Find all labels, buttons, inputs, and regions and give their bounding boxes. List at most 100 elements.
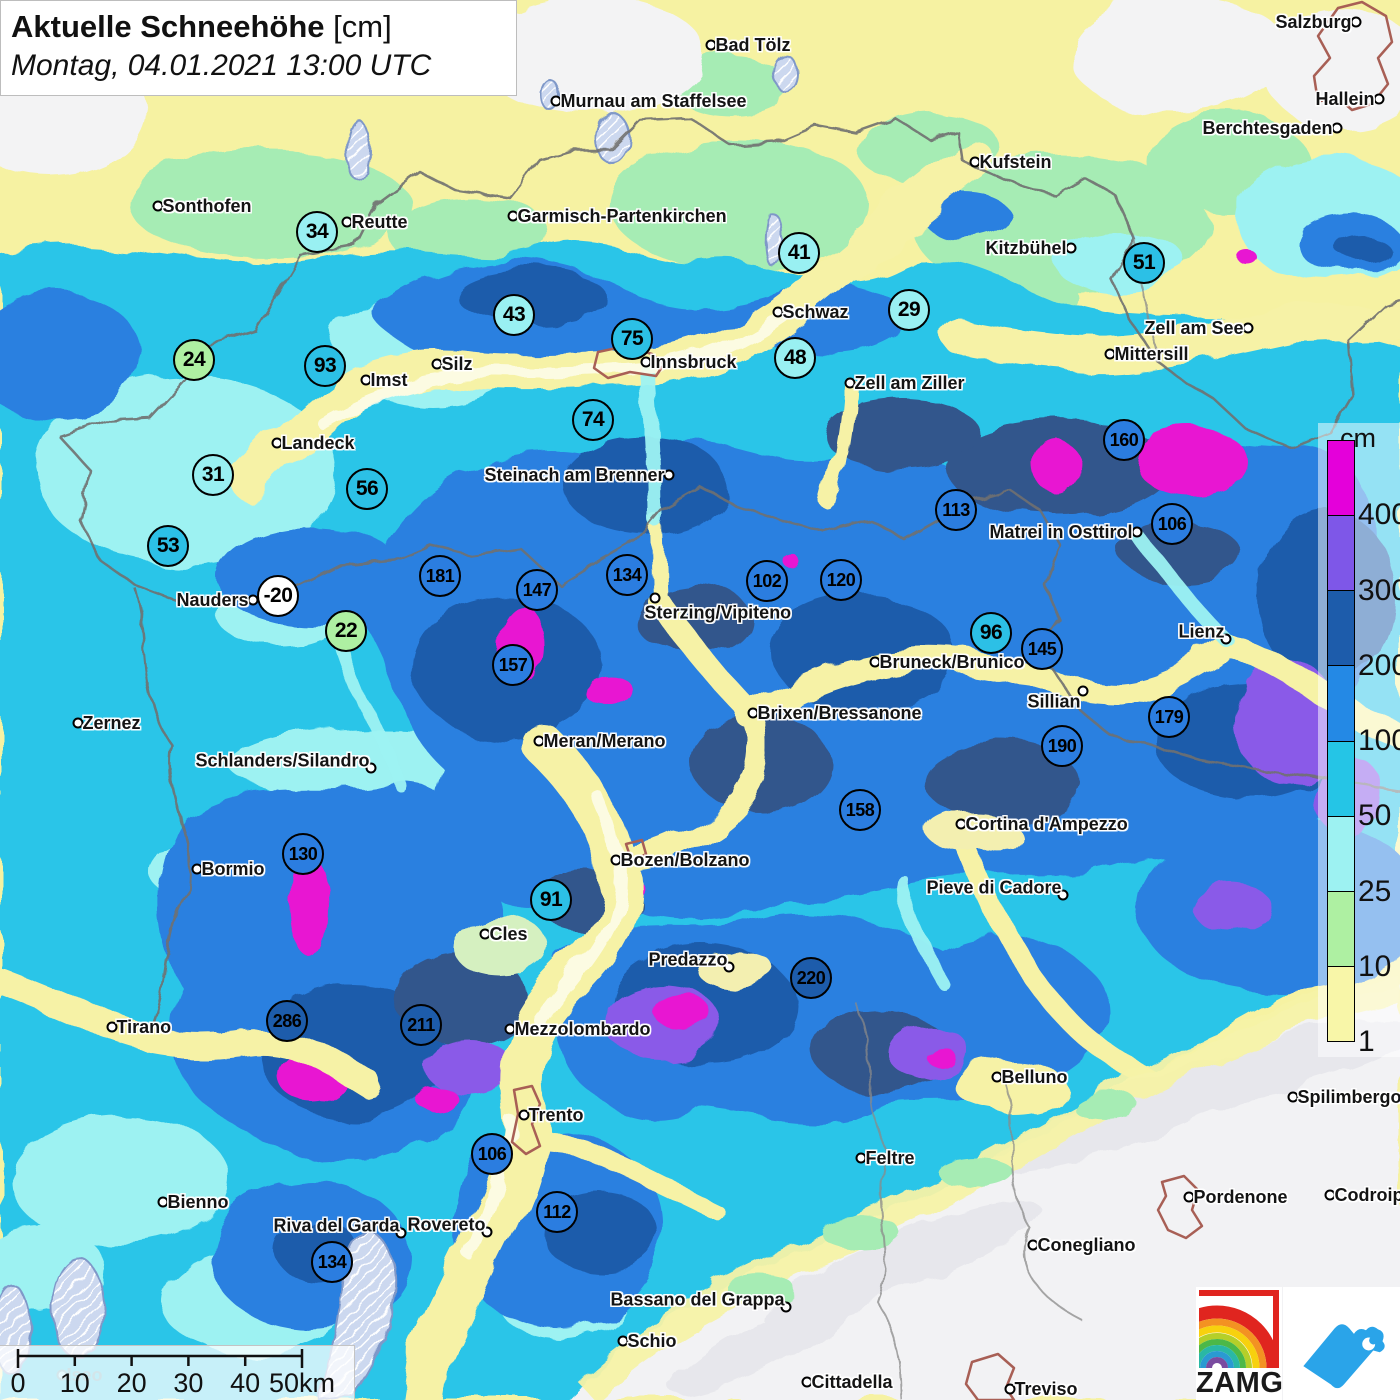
station-marker[interactable]: 286 — [266, 1000, 308, 1042]
city-dot-icon — [395, 1227, 407, 1239]
station-marker[interactable]: 75 — [611, 318, 653, 360]
station-marker[interactable]: 102 — [746, 560, 788, 602]
city-marker[interactable]: Treviso — [1004, 1379, 1078, 1399]
city-marker[interactable]: Innsbruck — [640, 352, 737, 372]
city-label: Reutte — [351, 211, 408, 232]
city-marker[interactable]: Lienz — [1178, 622, 1232, 645]
station-marker[interactable]: 74 — [572, 399, 614, 441]
station-marker[interactable]: 157 — [492, 644, 534, 686]
city-marker[interactable]: Schwaz — [772, 302, 849, 322]
city-marker[interactable]: Bassano del Grappa — [610, 1290, 792, 1313]
city-marker[interactable]: Schlanders/Silandro — [195, 751, 377, 774]
station-marker[interactable]: 43 — [493, 294, 535, 336]
city-marker[interactable]: Silz — [431, 354, 473, 374]
city-marker[interactable]: Codroipo — [1324, 1185, 1400, 1205]
city-marker[interactable]: Conegliano — [1027, 1235, 1136, 1255]
city-label: Imst — [370, 369, 408, 390]
station-marker[interactable]: 158 — [839, 789, 881, 831]
city-marker[interactable]: Predazzo — [648, 950, 735, 973]
city-marker[interactable]: Kufstein — [969, 152, 1052, 172]
city-marker[interactable]: Bozen/Bolzano — [610, 850, 750, 870]
station-marker[interactable]: 211 — [400, 1004, 442, 1046]
city-marker[interactable]: Bormio — [191, 859, 265, 879]
city-marker[interactable]: Zell am See — [1144, 318, 1254, 338]
city-label: Silz — [441, 353, 473, 374]
station-marker[interactable]: 51 — [1123, 242, 1165, 284]
city-marker[interactable]: Cittadella — [801, 1372, 893, 1392]
station-marker[interactable]: 179 — [1148, 696, 1190, 738]
city-marker[interactable]: Sonthofen — [152, 196, 251, 216]
city-marker[interactable]: Meran/Merano — [533, 731, 666, 751]
city-marker[interactable]: Spilimbergo — [1287, 1087, 1400, 1107]
city-marker[interactable]: Belluno — [991, 1067, 1068, 1087]
city-marker[interactable]: Reutte — [341, 212, 408, 232]
city-marker[interactable]: Cles — [479, 924, 528, 944]
city-marker[interactable]: Riva del Garda — [273, 1216, 407, 1239]
city-marker[interactable]: Tirano — [106, 1017, 171, 1037]
station-marker[interactable]: 34 — [296, 211, 338, 253]
station-marker[interactable]: 134 — [311, 1241, 353, 1283]
city-dot-icon — [991, 1071, 1003, 1083]
city-marker[interactable]: Matrei in Osttirol — [989, 522, 1143, 542]
city-marker[interactable]: Imst — [360, 370, 408, 390]
station-marker[interactable]: 134 — [606, 554, 648, 596]
city-marker[interactable]: Rovereto — [407, 1215, 493, 1238]
station-marker[interactable]: 24 — [173, 339, 215, 381]
city-marker[interactable]: Sillian — [1027, 685, 1089, 712]
station-marker[interactable]: 190 — [1041, 725, 1083, 767]
city-marker[interactable]: Sterzing/Vipiteno — [645, 592, 791, 623]
station-marker[interactable]: 96 — [970, 612, 1012, 654]
station-marker[interactable]: 56 — [346, 468, 388, 510]
city-dot-icon — [1004, 1383, 1016, 1395]
city-marker[interactable]: Trento — [518, 1105, 584, 1125]
city-dot-icon — [969, 156, 981, 168]
station-marker[interactable]: 181 — [419, 555, 461, 597]
station-marker[interactable]: 93 — [304, 345, 346, 387]
station-marker[interactable]: 145 — [1021, 628, 1063, 670]
city-marker[interactable]: Cortina d'Ampezzo — [955, 814, 1128, 834]
city-marker[interactable]: Bad Tölz — [705, 35, 791, 55]
station-marker[interactable]: 48 — [774, 337, 816, 379]
city-marker[interactable]: Murnau am Staffelsee — [550, 91, 747, 111]
city-marker[interactable]: Feltre — [855, 1148, 915, 1168]
station-marker[interactable]: 113 — [935, 489, 977, 531]
station-marker[interactable]: 106 — [1151, 503, 1193, 545]
city-marker[interactable]: Brixen/Bressanone — [747, 703, 922, 723]
city-marker[interactable]: Garmisch-Partenkirchen — [507, 206, 727, 226]
legend-band — [1328, 591, 1354, 667]
city-marker[interactable]: Pieve di Cadore — [926, 878, 1069, 901]
station-marker[interactable]: 31 — [192, 454, 234, 496]
station-marker[interactable]: 53 — [147, 525, 189, 567]
station-marker[interactable]: 220 — [790, 957, 832, 999]
city-marker[interactable]: Pordenone — [1183, 1187, 1288, 1207]
city-marker[interactable]: Hallein — [1315, 89, 1385, 109]
city-marker[interactable]: Schio — [617, 1331, 677, 1351]
station-marker[interactable]: 130 — [282, 833, 324, 875]
station-marker[interactable]: 160 — [1103, 419, 1145, 461]
city-label: Mezzolombardo — [514, 1018, 651, 1039]
city-marker[interactable]: Zell am Ziller — [844, 373, 965, 393]
station-marker[interactable]: 112 — [536, 1191, 578, 1233]
station-marker[interactable]: -20 — [257, 575, 299, 617]
station-marker[interactable]: 120 — [820, 559, 862, 601]
scalebar: 0 10 20 30 40 50km — [0, 1345, 355, 1400]
station-marker[interactable]: 41 — [778, 232, 820, 274]
city-marker[interactable]: Salzburg — [1275, 12, 1362, 32]
city-marker[interactable]: Landeck — [271, 433, 355, 453]
scalebar-label: 40 — [230, 1368, 261, 1398]
city-label: Bormio — [201, 858, 265, 879]
station-marker[interactable]: 147 — [516, 569, 558, 611]
city-marker[interactable]: Mittersill — [1104, 344, 1189, 364]
city-marker[interactable]: Zernez — [72, 713, 141, 733]
city-marker[interactable]: Berchtesgaden — [1202, 118, 1343, 138]
station-marker[interactable]: 106 — [471, 1133, 513, 1175]
city-marker[interactable]: Bienno — [157, 1192, 229, 1212]
city-marker[interactable]: Mezzolombardo — [504, 1019, 651, 1039]
station-marker[interactable]: 22 — [325, 610, 367, 652]
city-marker[interactable]: Kitzbühel — [986, 238, 1077, 258]
station-marker[interactable]: 91 — [530, 879, 572, 921]
city-marker[interactable]: Bruneck/Brunico — [869, 652, 1025, 672]
city-marker[interactable]: Steinach am Brenner — [484, 465, 675, 485]
station-marker[interactable]: 29 — [888, 289, 930, 331]
